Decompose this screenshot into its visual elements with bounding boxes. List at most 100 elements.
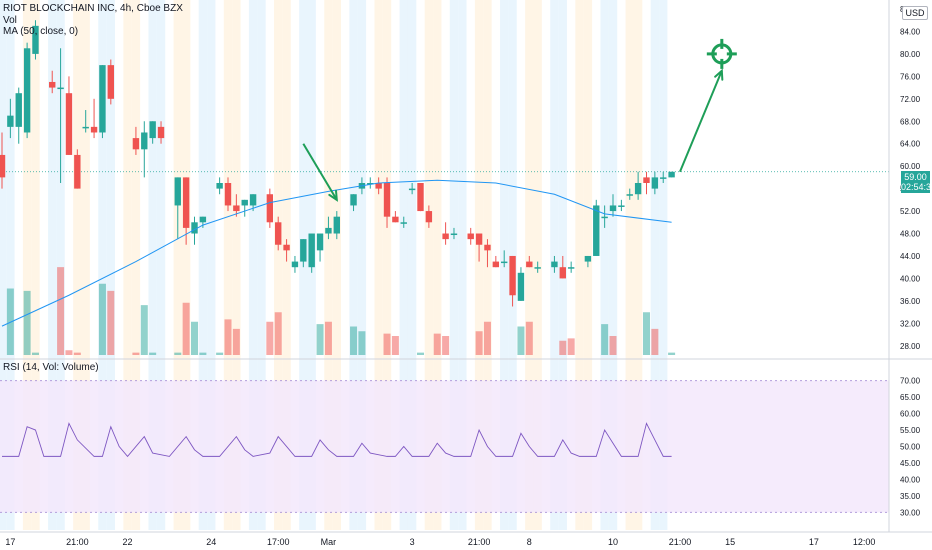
annotations xyxy=(302,38,737,202)
volume-bar xyxy=(98,283,106,355)
session-stripe xyxy=(6,0,15,530)
currency-button[interactable]: USD xyxy=(902,6,928,20)
rsi-polyline xyxy=(2,422,672,458)
price-tick-label: 64.00 xyxy=(900,140,921,149)
symbol-title[interactable]: RIOT BLOCKCHAIN INC, 4h, Cboe BZX xyxy=(3,3,183,14)
time-tick-label: 22 xyxy=(123,537,133,547)
candle-body xyxy=(275,222,282,245)
volume-legend[interactable]: Vol xyxy=(3,15,17,26)
price-tick-label: 84.00 xyxy=(900,27,921,36)
volume-bar xyxy=(23,290,31,355)
candle-body xyxy=(308,233,315,268)
session-stripe xyxy=(232,0,241,530)
volume-bar xyxy=(316,324,324,355)
volume-bar xyxy=(232,328,240,355)
price-tick-label: 72.00 xyxy=(900,95,921,104)
candle-body xyxy=(7,115,14,127)
time-tick-label: 21:00 xyxy=(468,537,491,547)
arrow-down-head xyxy=(328,189,338,202)
candle-body xyxy=(350,194,357,206)
rsi-tick-label: 35.00 xyxy=(900,492,921,501)
session-stripe xyxy=(424,0,434,530)
session-stripe xyxy=(282,0,291,530)
volume-bar xyxy=(149,352,157,355)
session-stripe xyxy=(274,0,283,530)
candle-body xyxy=(501,261,508,264)
candle-body xyxy=(509,255,516,296)
candle-body xyxy=(49,81,56,88)
volume-bar xyxy=(350,326,358,355)
volume-bar xyxy=(216,352,224,355)
session-stripe xyxy=(173,0,182,530)
session-stripe xyxy=(608,0,618,530)
session-stripe xyxy=(374,0,383,530)
candle-body xyxy=(383,183,391,217)
volume-bar xyxy=(601,324,609,355)
time-tick-label: 17 xyxy=(809,537,819,547)
candle-body xyxy=(291,261,299,268)
candle-body xyxy=(601,216,608,219)
candle-body xyxy=(300,239,307,262)
volume-bar xyxy=(358,331,366,355)
volume-bar xyxy=(199,352,207,355)
candle-body xyxy=(241,199,248,206)
candle-body xyxy=(325,227,332,234)
volume-bar xyxy=(57,267,65,355)
session-stripe xyxy=(81,0,90,530)
price-tick-label: 76.00 xyxy=(900,72,921,81)
candle-body xyxy=(567,267,575,269)
volume-bar xyxy=(31,352,39,355)
candle-body xyxy=(417,183,424,212)
rsi-line xyxy=(2,422,672,458)
candle-body xyxy=(484,244,491,251)
session-stripe xyxy=(223,0,233,530)
volume-bar xyxy=(73,352,81,355)
candle-body xyxy=(15,93,22,127)
session-stripe xyxy=(198,0,208,530)
candle-body xyxy=(333,216,340,234)
rsi-legend[interactable]: RSI (14, Vol: Volume) xyxy=(3,362,99,373)
time-tick-label: 12:00 xyxy=(853,537,876,547)
session-stripe xyxy=(449,0,459,530)
volume-bar xyxy=(651,328,659,355)
price-tick-label: 36.00 xyxy=(900,297,921,306)
ma-line xyxy=(1,179,672,327)
volume-bar xyxy=(442,336,450,355)
candle-body xyxy=(534,267,541,269)
candle-body xyxy=(559,267,566,279)
session-stripe xyxy=(181,0,191,530)
time-tick-label: 17:00 xyxy=(267,537,290,547)
candle-body xyxy=(174,177,181,206)
candle-body xyxy=(626,194,633,196)
session-stripe xyxy=(98,0,107,530)
time-scale-bg xyxy=(0,532,932,550)
session-stripe xyxy=(31,0,40,530)
volume-bar xyxy=(132,352,140,355)
volume-bar xyxy=(525,321,533,355)
last-price-badge: 59.00 xyxy=(901,171,930,183)
candle-body xyxy=(584,255,592,262)
candle-body xyxy=(224,183,232,206)
candle-body xyxy=(375,183,382,189)
session-stripe xyxy=(73,0,82,530)
price-tick-label: 40.00 xyxy=(900,274,921,283)
countdown-badge: 02:54:38 xyxy=(901,181,932,193)
session-stripe xyxy=(123,0,132,530)
candle-body xyxy=(643,177,650,183)
ma-legend[interactable]: MA (50, close, 0) xyxy=(3,26,79,37)
arrow-up xyxy=(679,70,723,173)
candle-body xyxy=(65,93,73,155)
candle-body xyxy=(90,126,98,133)
price-tick-label: 80.00 xyxy=(900,50,921,59)
volume-bar xyxy=(324,321,332,355)
volume-bar xyxy=(182,302,190,355)
rsi-band-fill xyxy=(0,380,889,513)
session-stripe xyxy=(156,0,166,530)
volume-bar xyxy=(475,331,483,355)
session-stripe xyxy=(324,0,333,530)
price-tick-label: 32.00 xyxy=(900,319,921,328)
candle-body xyxy=(157,126,165,139)
candle-body xyxy=(132,138,140,150)
price-tick-label: 60.00 xyxy=(900,162,921,171)
